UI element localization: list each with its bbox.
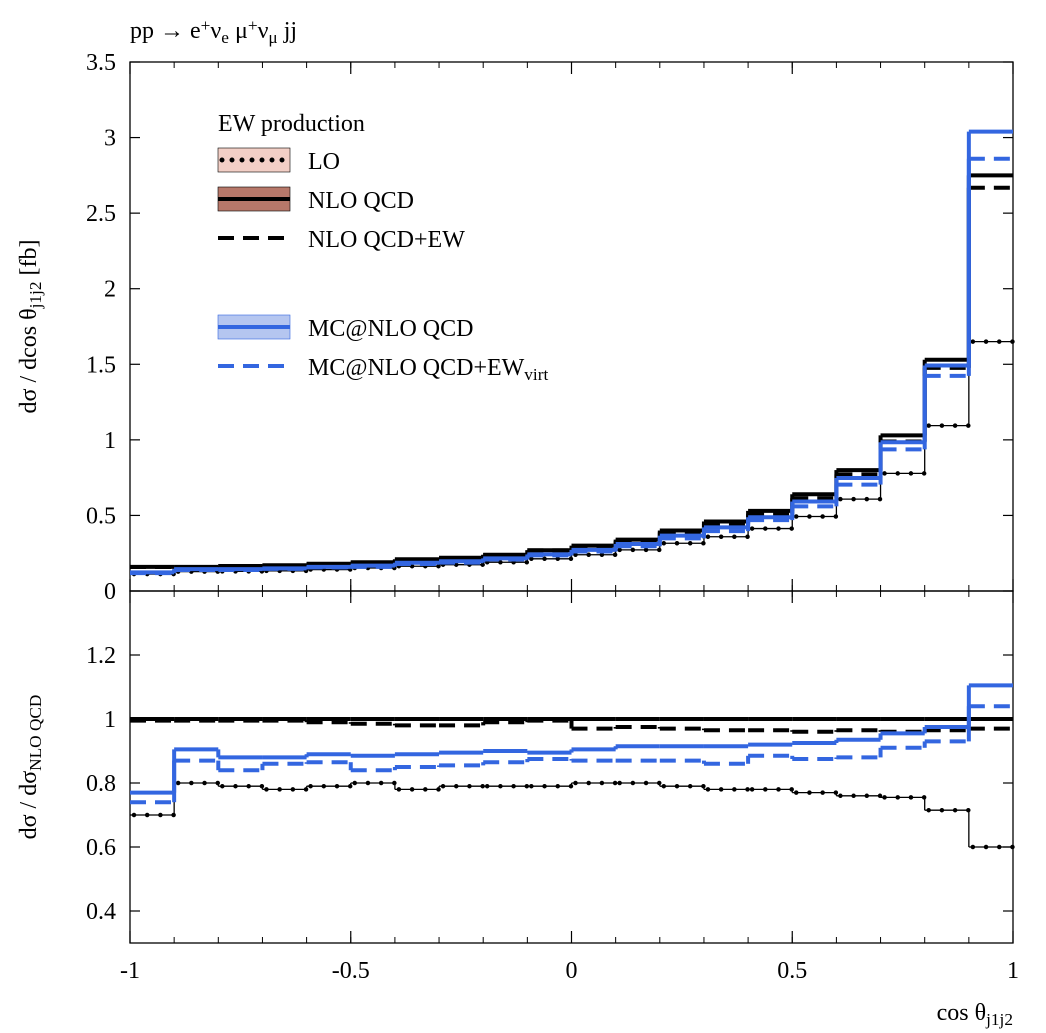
y-tick-label: 1.2 [86,643,116,669]
text-part: μ [268,28,277,47]
text-part: μ [229,18,248,44]
text-part: + [201,16,211,35]
text-part: j1j2 [985,1010,1013,1029]
chart-title: pp → e+νe μ+νμ jj [130,16,297,47]
text-part: [fb] [16,240,42,282]
text-part: virt [524,365,548,384]
x-tick-label: -0.5 [332,958,370,984]
text-part: ν [210,18,221,44]
y-tick-label: 0.6 [86,835,116,861]
y-tick-label: 3 [104,126,116,152]
text-part: LO [308,149,340,175]
text-part: MC@NLO QCD+EW [308,355,525,381]
y-tick-label: 1.5 [86,352,116,378]
legend-label: NLO QCD+EW [308,227,465,253]
legend-label: MC@NLO QCD+EWvirt [308,355,548,384]
text-part: NLO QCD [26,695,45,771]
legend-label: MC@NLO QCD [308,316,473,342]
y-tick-label: 1 [104,707,116,733]
x-axis-label: cos θj1j2 [937,1000,1013,1029]
y-tick-label: 0.5 [86,503,116,529]
legend-label: NLO QCD [308,188,414,214]
text-part: dσ / dcos θ [16,308,42,413]
legend-label: LO [308,149,340,175]
text-part: MC@NLO QCD [308,316,473,342]
text-part: + [248,16,258,35]
legend-title: EW production [218,111,365,137]
y-tick-label: 0.8 [86,771,116,797]
y-axis-label: dσ / dcos θj1j2 [fb] [16,240,45,414]
y-tick-label: 0.4 [86,899,116,925]
x-tick-label: 0 [566,958,578,984]
text-part: j1j2 [26,282,45,310]
y-tick-label: 0 [104,579,116,605]
text-part: pp → e [130,18,201,44]
y-tick-label: 2 [104,277,116,303]
y-tick-label: 3.5 [86,50,116,76]
y-axis-label: dσ / dσNLO QCD [16,695,45,840]
x-tick-label: 0.5 [777,958,807,984]
x-tick-label: -1 [120,958,140,984]
text-part: dσ / dσ [16,771,42,840]
text-part: jj [278,18,297,44]
y-tick-label: 2.5 [86,201,116,227]
text-part: ν [258,18,269,44]
y-tick-label: 1 [104,428,116,454]
text-part: NLO QCD [308,188,414,214]
x-tick-label: 1 [1007,958,1019,984]
text-part: cos θ [937,1000,987,1026]
text-part: e [221,28,229,47]
text-part: NLO QCD+EW [308,227,465,253]
